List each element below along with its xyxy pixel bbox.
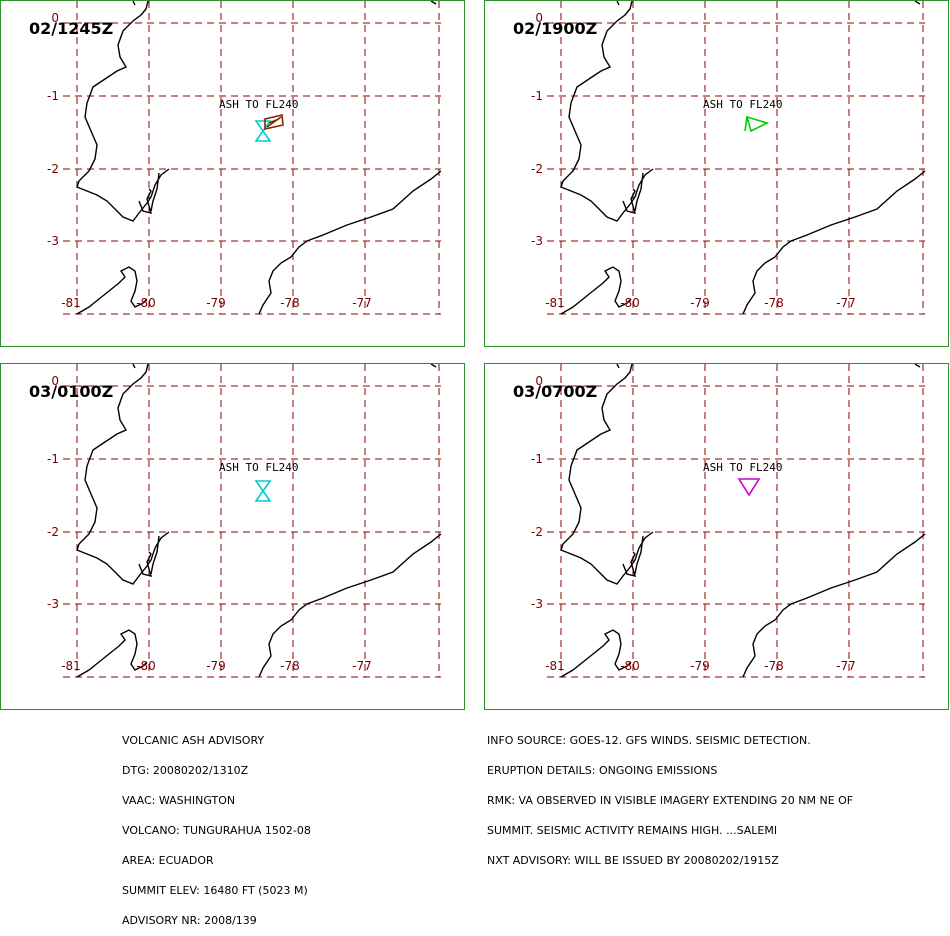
coastline (76, 1, 437, 315)
longitude-label: -80 (620, 659, 640, 673)
latitude-label: 0 (51, 11, 59, 25)
latitude-label: -2 (531, 525, 543, 539)
advisory-line: NXT ADVISORY: WILL BE ISSUED BY 20080202… (487, 854, 779, 867)
boundary-line (742, 170, 926, 315)
longitude-label: -80 (136, 659, 156, 673)
longitude-label: -77 (352, 296, 372, 310)
ash-cloud-polygon (744, 116, 748, 132)
map-canvas: 0 -1 -2 -3 -81 -80 -79 -78 -77 ASH TO FL240 (531, 1, 926, 315)
coastline (560, 364, 921, 678)
ash-cloud-polygon (264, 114, 284, 130)
advisory-line: INFO SOURCE: GOES-12. GFS WINDS. SEISMIC… (487, 734, 811, 747)
coastline (76, 364, 437, 678)
longitude-label: -81 (61, 296, 81, 310)
map-canvas: 0 -1 -2 -3 -81 -80 -79 -78 -77 ASH TO FL240 (47, 364, 442, 678)
advisory-line: AREA: ECUADOR (122, 854, 214, 867)
advisory-line: VAAC: WASHINGTON (122, 794, 236, 807)
advisory-right-text: INFO SOURCE: GOES-12. GFS WINDS. SEISMIC… (487, 716, 853, 876)
latitude-label: 0 (535, 11, 543, 25)
boundary-line (258, 170, 442, 315)
coastline (560, 1, 921, 315)
advisory-left-text: VOLCANIC ASH ADVISORY DTG: 20080202/1310… (122, 716, 311, 936)
longitude-label: -81 (545, 659, 565, 673)
advisory-line: SUMMIT. SEISMIC ACTIVITY REMAINS HIGH. .… (487, 824, 778, 837)
ash-label: ASH TO FL240 (703, 461, 782, 474)
latitude-label: 0 (51, 374, 59, 388)
panel-time-label: 02/1245Z (29, 19, 114, 38)
advisory-line: VOLCANO: TUNGURAHUA 1502-08 (122, 824, 311, 837)
advisory-line: VOLCANIC ASH ADVISORY (122, 734, 265, 747)
longitude-label: -78 (764, 659, 784, 673)
longitude-label: -78 (280, 296, 300, 310)
volcano-icon (254, 120, 272, 142)
advisory-line: ERUPTION DETAILS: ONGOING EMISSIONS (487, 764, 718, 777)
map-canvas: 0 -1 -2 -3 -81 -80 -79 -78 -77 ASH TO FL240 (47, 1, 442, 315)
latitude-label: -2 (47, 525, 59, 539)
longitude-label: -79 (690, 296, 710, 310)
latitude-label: -2 (47, 162, 59, 176)
panel-time-label: 03/0100Z (29, 382, 114, 401)
latitude-label: -1 (47, 452, 59, 466)
ash-label: ASH TO FL240 (219, 461, 298, 474)
latitude-label: -3 (47, 234, 59, 248)
longitude-label: -79 (206, 296, 226, 310)
longitude-label: -79 (206, 659, 226, 673)
ash-label: ASH TO FL240 (219, 98, 298, 111)
longitude-label: -80 (620, 296, 640, 310)
longitude-label: -80 (136, 296, 156, 310)
advisory-line: RMK: VA OBSERVED IN VISIBLE IMAGERY EXTE… (487, 794, 854, 807)
map-panel-1: 0 -1 -2 -3 -81 -80 -79 -78 -77 ASH TO FL240 02/12… (0, 0, 465, 347)
map-panel-2: 0 -1 -2 -3 -81 -80 -79 -78 -77 ASH TO FL240 02/19… (484, 0, 949, 347)
latitude-label: 0 (535, 374, 543, 388)
latitude-label: -1 (531, 89, 543, 103)
volcano-icon (254, 480, 272, 502)
ash-label: ASH TO FL240 (703, 98, 782, 111)
panel-time-label: 02/1900Z (513, 19, 598, 38)
ash-cloud-polygon (737, 478, 761, 497)
longitude-label: -78 (280, 659, 300, 673)
latitude-label: -1 (531, 452, 543, 466)
panel-time-label: 03/0700Z (513, 382, 598, 401)
longitude-label: -77 (836, 659, 856, 673)
longitude-label: -78 (764, 296, 784, 310)
ash-cloud-polygon (266, 116, 282, 128)
advisory-line: DTG: 20080202/1310Z (122, 764, 249, 777)
map-panel-3: 0 -1 -2 -3 -81 -80 -79 -78 -77 ASH TO FL240 03/01… (0, 363, 465, 710)
latitude-label: -3 (531, 234, 543, 248)
advisory-line: SUMMIT ELEV: 16480 FT (5023 M) (122, 884, 308, 897)
boundary-line (258, 533, 442, 678)
latitude-label: -3 (47, 597, 59, 611)
longitude-label: -77 (836, 296, 856, 310)
longitude-label: -79 (690, 659, 710, 673)
map-panel-4: 0 -1 -2 -3 -81 -80 -79 -78 -77 ASH TO FL240 03/07… (484, 363, 949, 710)
ash-cloud-polygon (745, 115, 770, 133)
latitude-label: -2 (531, 162, 543, 176)
map-canvas: 0 -1 -2 -3 -81 -80 -79 -78 -77 ASH TO FL240 (531, 364, 926, 678)
longitude-label: -77 (352, 659, 372, 673)
longitude-label: -81 (545, 296, 565, 310)
advisory-line: ADVISORY NR: 2008/139 (122, 914, 257, 927)
latitude-label: -1 (47, 89, 59, 103)
latitude-label: -3 (531, 597, 543, 611)
boundary-line (742, 533, 926, 678)
longitude-label: -81 (61, 659, 81, 673)
